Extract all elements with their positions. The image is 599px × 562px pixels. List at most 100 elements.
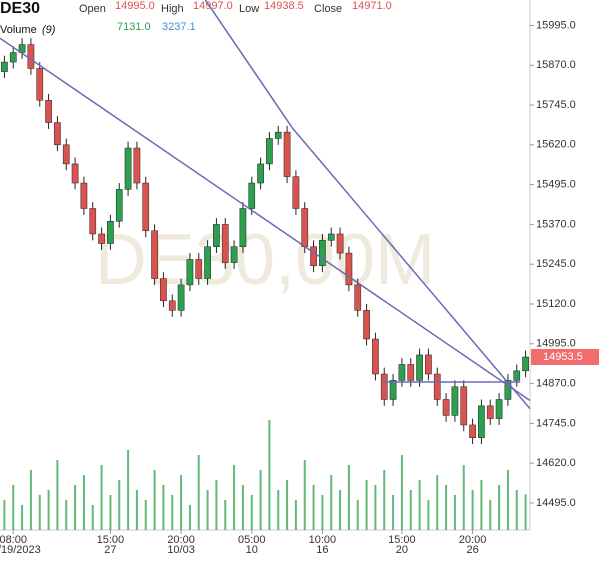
candle-body xyxy=(469,424,476,438)
candle-body xyxy=(504,380,512,400)
candle-body xyxy=(1,61,8,72)
candle-body xyxy=(204,246,211,279)
volume-bar xyxy=(250,495,253,530)
candle-body xyxy=(407,364,415,381)
candle-body xyxy=(398,364,406,381)
trendline xyxy=(0,37,531,402)
volume-bar xyxy=(74,485,77,530)
y-tick-label: 14620.0 xyxy=(536,457,576,469)
candle-body xyxy=(319,240,326,267)
volume-bar xyxy=(489,500,492,530)
volume-bar xyxy=(286,480,289,530)
candle-body xyxy=(363,310,370,340)
candle-body xyxy=(115,189,123,222)
label: Volume xyxy=(0,24,37,36)
volume-bar xyxy=(197,455,200,530)
x-tick-sublabel: 09/19/2023 xyxy=(0,544,41,556)
volume-bar xyxy=(259,470,262,530)
volume-bar xyxy=(347,465,350,530)
y-tick-label: 14745.0 xyxy=(536,417,576,429)
volume-bar xyxy=(162,485,165,530)
volume-bar xyxy=(135,490,138,530)
candle-body xyxy=(124,147,132,190)
value: 7131.0 xyxy=(117,21,151,33)
value: 14995.0 xyxy=(115,0,155,12)
price-tag-label: 14953.5 xyxy=(543,351,583,363)
y-tick-label: 15620.0 xyxy=(536,139,576,151)
volume-bar xyxy=(127,450,130,530)
volume-bar xyxy=(383,470,386,530)
candle-body xyxy=(186,259,194,286)
volume-bar xyxy=(480,480,483,530)
trendline xyxy=(204,0,294,129)
candle-body xyxy=(142,182,150,232)
x-tick-label: 10:00 xyxy=(309,534,337,546)
volume-bar xyxy=(233,465,236,530)
candle-body xyxy=(230,246,238,263)
candle-body xyxy=(27,44,35,69)
candle-body xyxy=(213,224,220,247)
candle-body xyxy=(221,224,229,263)
value: 14971.0 xyxy=(352,0,392,12)
candle-body xyxy=(9,52,17,63)
candle-body xyxy=(160,278,167,302)
volume-bar xyxy=(524,494,527,530)
volume-bar xyxy=(312,485,315,530)
volume-bar xyxy=(303,460,306,530)
volume-bar xyxy=(38,495,41,530)
volume-bar xyxy=(365,480,368,530)
candle-body xyxy=(460,386,468,426)
volume-bar xyxy=(47,490,50,530)
volume-bar xyxy=(330,475,333,530)
x-tick-label: 20:00 xyxy=(167,534,195,546)
volume-bar xyxy=(29,470,32,530)
candle-body xyxy=(389,380,397,400)
volume-bar xyxy=(224,500,227,530)
volume-bar xyxy=(171,495,174,530)
volume-bar xyxy=(100,465,103,530)
candle-body xyxy=(54,122,61,146)
candle-body xyxy=(495,399,503,419)
candle-body xyxy=(195,259,203,279)
x-tick-sublabel: 27 xyxy=(104,544,116,556)
candle-body xyxy=(266,138,273,165)
candle-body xyxy=(239,208,247,247)
candle-body xyxy=(522,356,529,372)
volume-bar xyxy=(153,470,156,530)
volume-bar xyxy=(91,505,94,530)
volume-bar xyxy=(144,500,147,530)
candle-body xyxy=(80,182,88,209)
volume-bar xyxy=(206,490,209,530)
candle-body xyxy=(89,208,97,235)
volume-bar xyxy=(241,485,244,530)
volume-bar xyxy=(12,485,15,530)
y-tick-label: 15495.0 xyxy=(536,179,576,191)
volume-bar xyxy=(215,480,218,530)
candle-body xyxy=(283,131,291,177)
candle-body xyxy=(45,100,52,123)
label: High xyxy=(161,3,184,15)
volume-bar xyxy=(268,420,271,530)
candle-body xyxy=(310,246,317,267)
volume-bar xyxy=(462,465,465,530)
candle-body xyxy=(451,386,459,416)
volume-bar xyxy=(471,490,474,530)
candle-body xyxy=(274,131,282,139)
volume-bar xyxy=(339,490,342,530)
volume-bar xyxy=(356,500,359,530)
candle-body xyxy=(425,354,432,375)
y-tick-label: 15995.0 xyxy=(536,19,576,31)
x-tick-sublabel: 16 xyxy=(316,544,328,556)
volume-bar xyxy=(515,490,518,530)
candle-body xyxy=(62,144,70,165)
candle-body xyxy=(71,163,79,184)
candle-body xyxy=(98,233,105,244)
symbol: DE30 xyxy=(0,0,40,17)
volume-bar xyxy=(409,490,412,530)
candle-body xyxy=(416,354,423,381)
volume-bar xyxy=(374,485,377,530)
label: (9) xyxy=(42,24,56,36)
volume-bar xyxy=(445,485,448,530)
x-tick-sublabel: 10/03 xyxy=(167,544,195,556)
